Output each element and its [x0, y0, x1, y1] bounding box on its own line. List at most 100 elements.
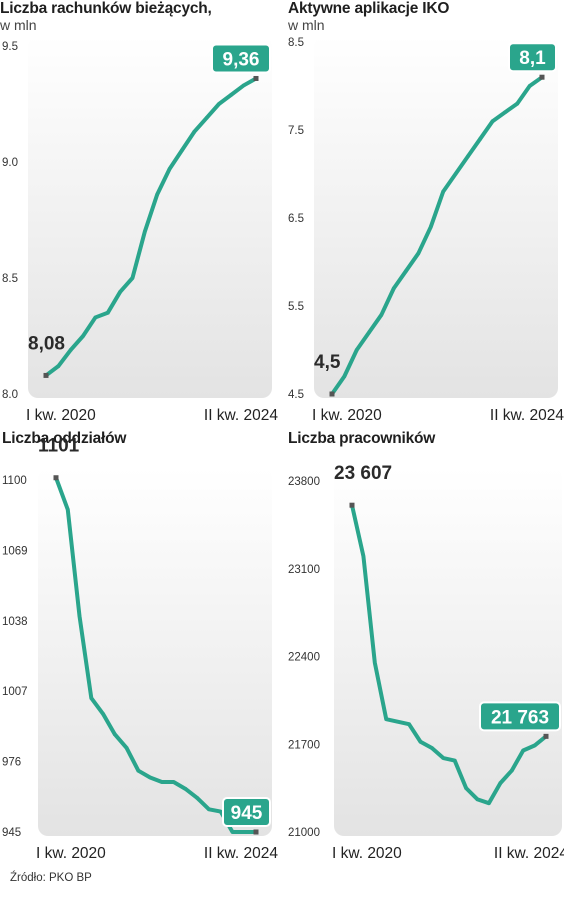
chart-iko-apps: 8.5 7.5 6.5 5.5 4.5 4,5 8,1 I kw. 2020 II kw. 20… [288, 36, 564, 424]
x-tick-label: II kw. 2024 [204, 845, 278, 862]
data-point [148, 775, 152, 779]
chart-employees: 23800 23100 22400 21700 21000 23 607 21 763 I k… [288, 463, 564, 862]
y-tick-label: 8.5 [288, 37, 304, 49]
data-point [66, 508, 70, 512]
chart-panel-accounts: Liczba rachunków bieżących, w mln 9.5 9.0… [0, 0, 282, 430]
data-point [253, 75, 259, 81]
y-tick-label: 21000 [288, 827, 320, 839]
end-value-label: 21 763 [491, 707, 549, 728]
series-line [44, 76, 258, 378]
data-point [533, 744, 537, 748]
data-point [429, 225, 433, 229]
source-note: Źródło: PKO BP [10, 872, 92, 884]
data-point [143, 230, 147, 234]
x-tick-label: I kw. 2020 [36, 845, 106, 862]
start-value-label: 4,5 [314, 352, 341, 373]
data-point [510, 769, 514, 773]
data-point [478, 137, 482, 141]
data-point [195, 796, 199, 800]
data-point [476, 797, 480, 801]
chart-branches: 1100 1069 1038 1007 976 945 1101 945 I kw. 2020 I… [2, 436, 278, 862]
data-point [464, 786, 468, 790]
data-point [515, 102, 519, 106]
data-point [192, 130, 196, 134]
data-point [229, 93, 233, 97]
chart-subtitle: w mln [288, 17, 325, 33]
data-point [407, 722, 411, 726]
data-point [539, 74, 545, 80]
x-tick-label: II kw. 2024 [494, 845, 564, 862]
data-point [78, 614, 82, 618]
data-point [180, 148, 184, 152]
data-point [242, 830, 246, 834]
y-tick-label: 22400 [288, 652, 320, 664]
y-tick-label: 5.5 [288, 301, 304, 313]
data-point [355, 348, 359, 352]
data-point [89, 696, 93, 700]
data-point [253, 829, 259, 835]
data-point [373, 661, 377, 665]
start-value-label: 23 607 [334, 463, 392, 484]
data-point [172, 780, 176, 784]
data-point [466, 154, 470, 158]
chart-subtitle: w mln [0, 17, 37, 33]
data-point [230, 830, 234, 834]
data-point [404, 269, 408, 273]
data-point [113, 732, 117, 736]
end-value-badge [211, 43, 271, 74]
chart-panel-branches: Liczba oddziałów 1100 1069 1038 1007 976 945 1… [0, 430, 282, 865]
data-point [367, 330, 371, 334]
data-point [498, 781, 502, 785]
y-tick-label: 9.0 [2, 157, 18, 169]
data-point [379, 313, 383, 317]
data-point [56, 364, 60, 368]
data-point [106, 311, 110, 315]
data-point [118, 290, 122, 294]
x-tick-label: I kw. 2020 [332, 845, 402, 862]
data-point [418, 740, 422, 744]
y-tick-label: 9.5 [2, 41, 18, 53]
y-tick-label: 1007 [2, 686, 28, 698]
data-point [136, 769, 140, 773]
end-value-badge [508, 42, 557, 73]
y-tick-label: 21700 [288, 739, 320, 751]
x-tick-label: II kw. 2024 [490, 407, 564, 424]
data-point [342, 374, 346, 378]
data-point [130, 276, 134, 280]
chart-panel-iko: Aktywne aplikacje IKO w mln 8.5 7.5 6.5 5.5… [282, 0, 564, 430]
data-point [183, 787, 187, 791]
data-point [207, 807, 211, 811]
chart-title: Liczba pracowników [288, 430, 436, 447]
data-point [219, 810, 223, 814]
data-point [160, 780, 164, 784]
end-value-badge [222, 797, 271, 827]
data-point [453, 759, 457, 763]
data-point [53, 475, 59, 481]
data-point [349, 502, 355, 508]
chart-title: Aktywne aplikacje IKO [288, 0, 450, 17]
y-tick-label: 23800 [288, 476, 320, 488]
data-point [430, 746, 434, 750]
data-point [217, 102, 221, 106]
x-tick-label: I kw. 2020 [26, 407, 96, 424]
start-value-label: 1101 [38, 436, 80, 457]
data-point [43, 372, 49, 378]
data-point [454, 172, 458, 176]
data-point [416, 251, 420, 255]
end-value-label: 8,1 [519, 48, 546, 69]
y-tick-label: 6.5 [288, 213, 304, 225]
y-tick-label: 8.5 [2, 273, 18, 285]
data-point [384, 717, 388, 721]
data-point [168, 167, 172, 171]
data-point [491, 119, 495, 123]
y-tick-label: 8.0 [2, 389, 18, 401]
data-point [441, 190, 445, 194]
end-value-badge [479, 701, 561, 732]
y-tick-label: 1100 [2, 475, 27, 487]
data-point [361, 554, 365, 558]
x-tick-label: I kw. 2020 [312, 407, 382, 424]
y-tick-label: 23100 [288, 564, 320, 576]
data-point [242, 83, 246, 87]
data-point [521, 749, 525, 753]
y-tick-label: 976 [2, 757, 21, 769]
